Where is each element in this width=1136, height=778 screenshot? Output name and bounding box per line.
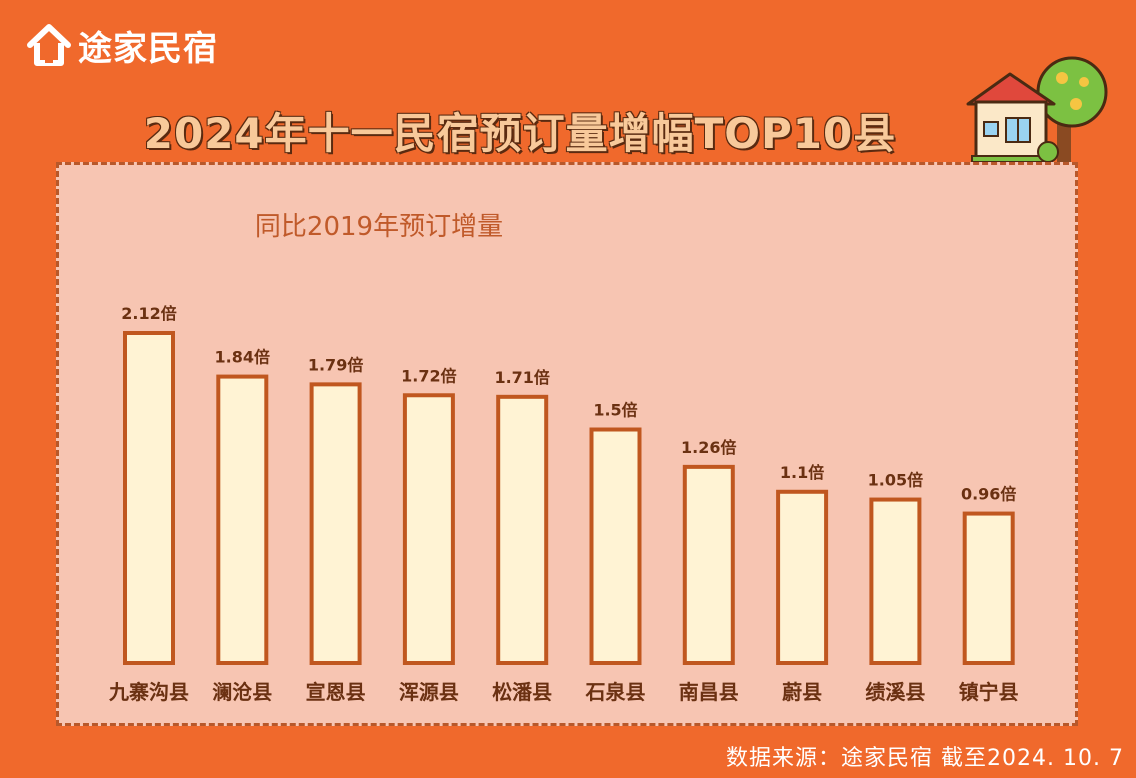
chart-panel: 同比2019年预订增量 2.12倍九寨沟县 1.84倍澜沧县 1.79倍宣恩县 1.7… (56, 162, 1078, 726)
bar-value-label: 2.12倍 (121, 304, 176, 323)
brand-name: 途家民宿 (78, 28, 218, 69)
bar-value-label: 1.26倍 (681, 438, 736, 457)
bar-value-label: 1.1倍 (780, 463, 824, 482)
category-label: 澜沧县 (212, 680, 272, 704)
bar-9 (962, 511, 1015, 665)
bar-0 (123, 331, 175, 665)
bar-value-label: 1.84倍 (215, 348, 270, 367)
bar-value-label: 1.71倍 (494, 368, 549, 387)
house-tree-illustration-icon (966, 56, 1108, 163)
chart-title: 同比2019年预订增量 (255, 212, 503, 242)
brand-logo: 途家民宿 (26, 20, 218, 70)
bar-value-label: 1.5倍 (593, 401, 637, 420)
category-label: 宣恩县 (306, 680, 366, 704)
page-title: 2024年十一民宿预订量增幅TOP10县 (143, 109, 897, 158)
house-logo-icon (27, 24, 71, 66)
category-label: 蔚县 (782, 680, 822, 704)
bar-value-label: 1.79倍 (308, 355, 363, 374)
category-label: 绩溪县 (865, 680, 925, 704)
data-source-note: 数据来源：途家民宿 截至2024. 10. 7 (726, 746, 1124, 771)
category-label: 浑源县 (399, 680, 459, 704)
category-label: 九寨沟县 (108, 680, 189, 704)
bar-6 (682, 464, 735, 665)
category-label: 石泉县 (585, 680, 646, 704)
bar-value-label: 0.96倍 (961, 485, 1016, 504)
bar-1 (216, 374, 269, 665)
bar-8 (869, 497, 922, 665)
bar-value-label: 1.72倍 (401, 366, 456, 385)
category-label: 镇宁县 (959, 680, 1019, 704)
bar-2 (309, 382, 362, 665)
category-label: 松潘县 (492, 680, 552, 704)
bar-value-label: 1.05倍 (868, 471, 923, 490)
category-label: 南昌县 (679, 680, 739, 704)
bar-7 (776, 489, 829, 665)
bar-4 (496, 394, 549, 666)
bar-3 (402, 393, 455, 665)
bar-5 (589, 427, 642, 665)
